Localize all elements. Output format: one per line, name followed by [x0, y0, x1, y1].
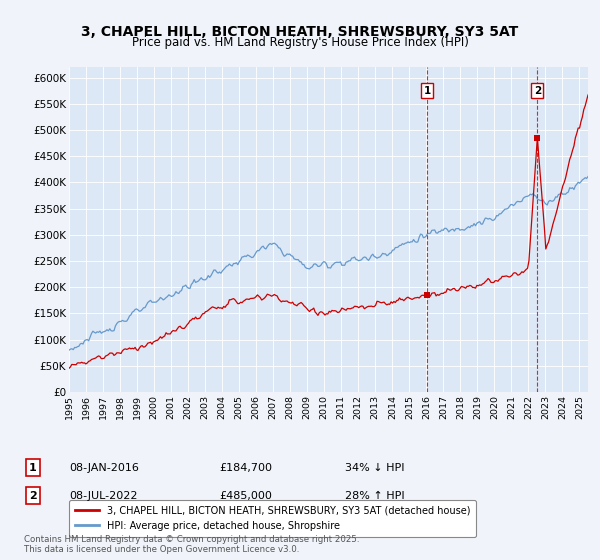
Text: 1: 1	[29, 463, 37, 473]
Text: 08-JUL-2022: 08-JUL-2022	[69, 491, 137, 501]
Text: 1: 1	[424, 86, 431, 96]
Bar	[427, 67, 588, 392]
Text: 08-JAN-2016: 08-JAN-2016	[69, 463, 139, 473]
Text: Price paid vs. HM Land Registry's House Price Index (HPI): Price paid vs. HM Land Registry's House …	[131, 36, 469, 49]
Text: £485,000: £485,000	[219, 491, 272, 501]
Text: Contains HM Land Registry data © Crown copyright and database right 2025.
This d: Contains HM Land Registry data © Crown c…	[24, 535, 359, 554]
Text: 2: 2	[29, 491, 37, 501]
Legend: 3, CHAPEL HILL, BICTON HEATH, SHREWSBURY, SY3 5AT (detached house), HPI: Average: 3, CHAPEL HILL, BICTON HEATH, SHREWSBURY…	[68, 500, 476, 536]
Text: 28% ↑ HPI: 28% ↑ HPI	[345, 491, 404, 501]
Text: 2: 2	[533, 86, 541, 96]
Text: £184,700: £184,700	[219, 463, 272, 473]
Text: 3, CHAPEL HILL, BICTON HEATH, SHREWSBURY, SY3 5AT: 3, CHAPEL HILL, BICTON HEATH, SHREWSBURY…	[82, 25, 518, 39]
Text: 34% ↓ HPI: 34% ↓ HPI	[345, 463, 404, 473]
